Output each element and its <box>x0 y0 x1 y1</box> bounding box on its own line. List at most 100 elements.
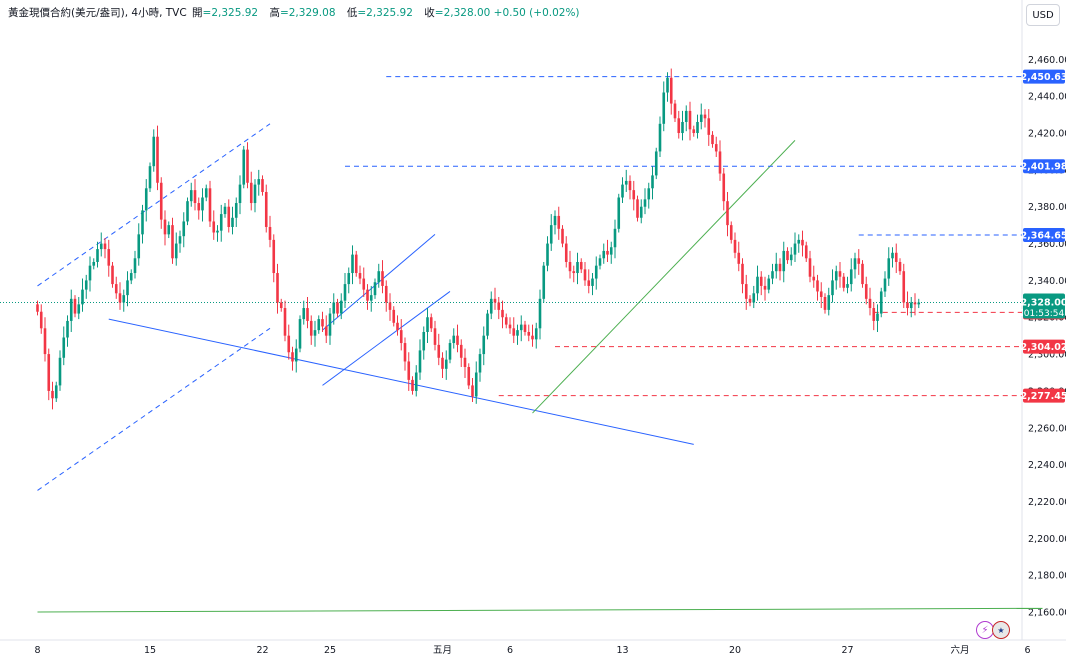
candle-body <box>309 320 313 336</box>
last-price-tag-bg <box>1023 293 1065 319</box>
candle-body <box>369 295 373 301</box>
us-flag-icon[interactable]: ★ <box>992 621 1010 639</box>
candle-body <box>808 258 812 277</box>
candle-body <box>456 335 459 345</box>
candle-body <box>827 295 831 310</box>
candle-body <box>628 180 632 191</box>
candle-body <box>189 190 193 202</box>
candle-body <box>414 372 418 391</box>
candle-body <box>684 110 688 122</box>
candle-body <box>782 250 786 272</box>
x-tick-label: 8 <box>34 645 40 656</box>
candle-body <box>332 302 336 314</box>
candle-body <box>328 313 332 336</box>
high-label: 高 <box>269 7 280 19</box>
candle-body <box>373 282 377 296</box>
candle-body <box>88 265 92 281</box>
candle-body <box>598 258 602 266</box>
candle-body <box>302 308 306 320</box>
price-tag-bg <box>1023 227 1065 242</box>
candle-body <box>167 225 171 235</box>
candle-body <box>201 197 204 211</box>
candle-body <box>186 201 189 222</box>
candle-body <box>39 311 43 329</box>
open-label: 開 <box>192 7 203 19</box>
candle-body <box>767 278 771 290</box>
currency-button[interactable]: USD <box>1026 4 1060 26</box>
candle-body <box>111 265 114 285</box>
candle-body <box>152 136 156 167</box>
candle-body <box>77 304 81 314</box>
candle-body <box>748 298 752 303</box>
candle-body <box>422 331 426 351</box>
candle-body <box>54 385 58 399</box>
candle-body <box>73 298 77 314</box>
candle-body <box>549 225 553 244</box>
x-tick-label: 27 <box>841 645 853 656</box>
candle-body <box>729 225 733 240</box>
candle-body <box>613 228 617 248</box>
candle-body <box>182 221 186 237</box>
candle-body <box>407 361 411 380</box>
candle-body <box>879 291 883 314</box>
countdown-timer: 01:53:54 <box>1024 309 1065 319</box>
candle-body <box>107 249 111 266</box>
trendline <box>37 123 271 287</box>
candle-body <box>366 289 369 301</box>
candle-body <box>253 184 257 204</box>
candle-body <box>883 278 887 292</box>
candle-body <box>546 243 549 266</box>
candle-body <box>441 357 444 369</box>
candle-body <box>722 173 726 202</box>
candle-body <box>662 92 666 124</box>
candle-body <box>227 206 231 227</box>
candle-body <box>122 295 126 303</box>
candle-body <box>306 308 309 321</box>
candle-body <box>504 317 508 325</box>
candle-body <box>429 317 433 329</box>
candle-body <box>81 289 84 305</box>
candle-body <box>564 243 568 262</box>
candle-body <box>718 151 722 174</box>
y-tick-label: 2,360.00 <box>1028 239 1066 250</box>
candle-body <box>96 249 99 262</box>
candle-body <box>763 285 767 290</box>
candle-body <box>752 293 756 303</box>
candle-body <box>834 271 838 281</box>
candle-body <box>789 254 793 261</box>
candle-body <box>621 184 624 198</box>
candle-body <box>208 188 212 222</box>
x-tick-label: 6 <box>1024 645 1030 656</box>
candle-body <box>801 239 804 246</box>
trendline <box>108 318 694 445</box>
candle-body <box>902 271 906 303</box>
candle-body <box>606 250 609 255</box>
candle-body <box>831 280 834 296</box>
candle-body <box>58 357 62 386</box>
candle-body <box>482 335 486 355</box>
candle-body <box>36 304 39 312</box>
candle-body <box>99 243 103 250</box>
candle-body <box>602 250 606 259</box>
candle-body <box>377 271 381 283</box>
candle-body <box>261 179 264 192</box>
y-tick-label: 2,300.00 <box>1028 350 1066 361</box>
high-value: =2,329.08 <box>279 7 336 19</box>
open-value: =2,325.92 <box>202 7 259 19</box>
candle-body <box>84 280 88 290</box>
candle-body <box>118 293 122 303</box>
x-tick-label: 六月 <box>950 644 969 656</box>
candle-body <box>534 328 538 340</box>
candle-body <box>737 252 741 264</box>
candle-body <box>62 337 66 358</box>
candle-body <box>43 328 47 355</box>
low-value: =2,325.92 <box>357 7 413 19</box>
candle-body <box>756 276 759 294</box>
y-tick-label: 2,440.00 <box>1028 92 1066 103</box>
candle-body <box>617 197 621 229</box>
candle-body <box>283 308 287 336</box>
candle-body <box>696 121 699 134</box>
candle-body <box>47 354 51 391</box>
candle-body <box>898 261 902 272</box>
